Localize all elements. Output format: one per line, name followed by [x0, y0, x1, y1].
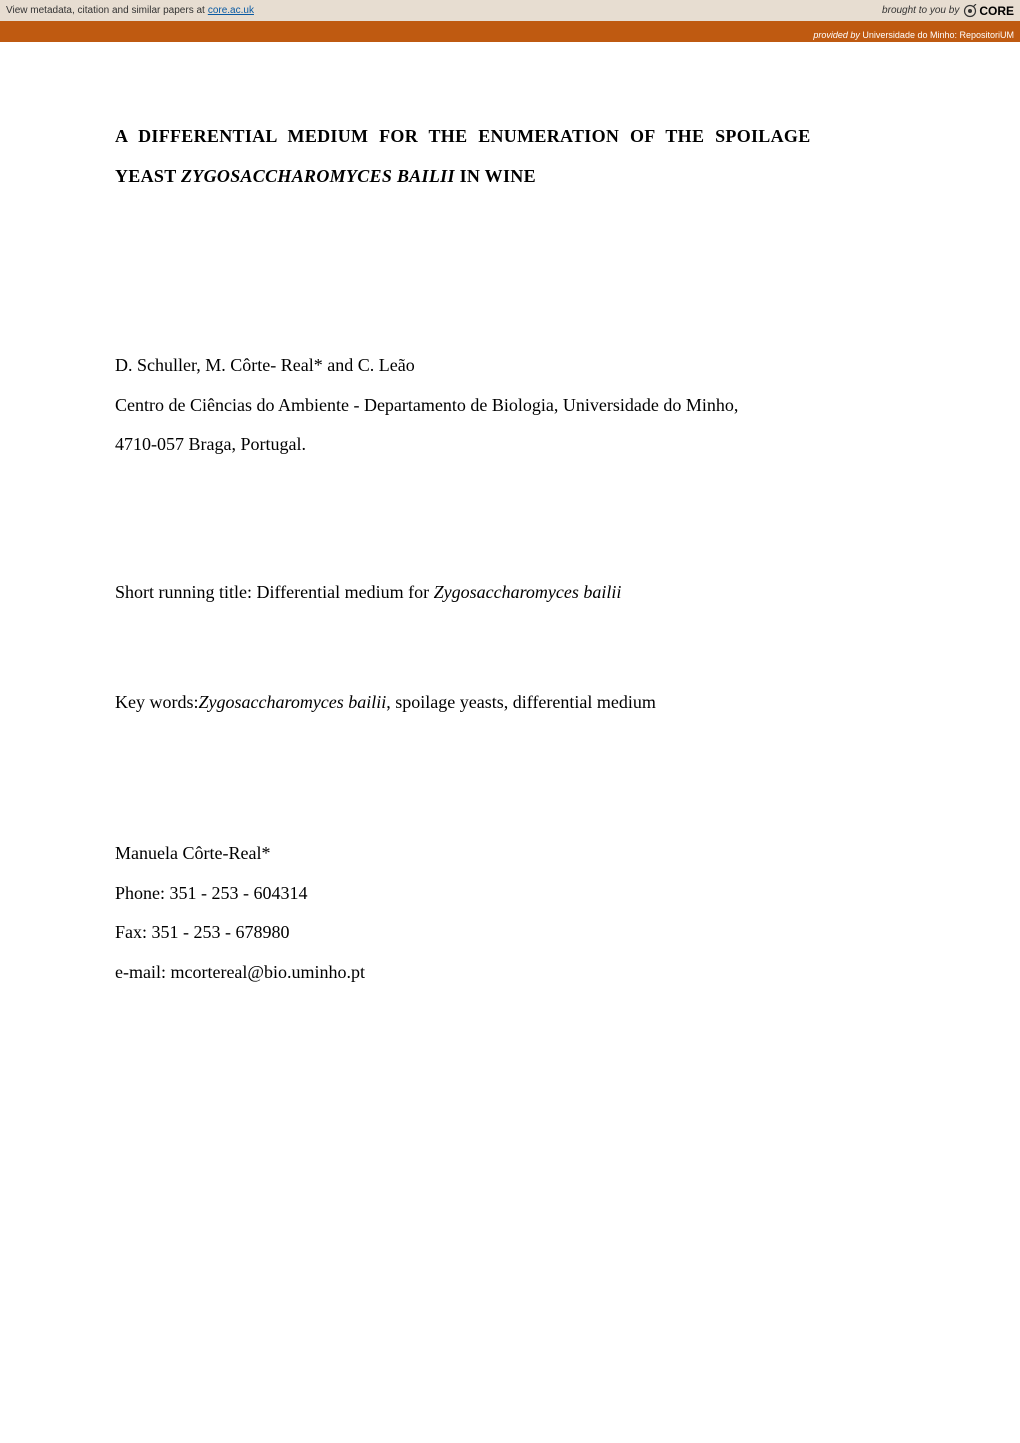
paper-title: A DIFFERENTIAL MEDIUM FOR THE ENUMERATIO…	[115, 117, 905, 196]
banner-left-text: View metadata, citation and similar pape…	[6, 5, 205, 16]
brought-to-you-text: brought to you by	[882, 5, 959, 16]
core-banner: View metadata, citation and similar pape…	[0, 0, 1020, 21]
title-line-2: YEAST ZYGOSACCHAROMYCES BAILII IN WINE	[115, 157, 905, 197]
contact-name: Manuela Côrte-Real*	[115, 834, 905, 874]
keywords-italic: Zygosaccharomyces bailii	[199, 692, 387, 712]
keywords: Key words:Zygosaccharomyces bailii, spoi…	[115, 683, 905, 723]
keywords-label: Key words:	[115, 692, 199, 712]
keywords-rest: , spoilage yeasts, differential medium	[386, 692, 656, 712]
provided-by-bar: provided by Universidade do Minho: Repos…	[0, 29, 1020, 42]
contact-email: e-mail: mcortereal@bio.uminho.pt	[115, 953, 905, 993]
paper-content: A DIFFERENTIAL MEDIUM FOR THE ENUMERATIO…	[0, 42, 1020, 993]
orange-divider	[0, 21, 1020, 29]
core-link[interactable]: core.ac.uk	[208, 5, 254, 16]
title-italic: ZYGOSACCHAROMYCES BAILII	[181, 166, 455, 186]
core-logo[interactable]: CORE	[963, 4, 1014, 18]
title-part2b: IN WINE	[455, 166, 536, 186]
title-part2a: YEAST	[115, 166, 181, 186]
contact-fax: Fax: 351 - 253 - 678980	[115, 913, 905, 953]
contact-block: Manuela Côrte-Real* Phone: 351 - 253 - 6…	[115, 834, 905, 992]
provided-by-prefix: provided by	[813, 30, 860, 40]
running-title-label: Short running title: Differential medium…	[115, 582, 434, 602]
title-line-1: A DIFFERENTIAL MEDIUM FOR THE ENUMERATIO…	[115, 117, 905, 157]
core-icon	[963, 4, 977, 18]
contact-phone: Phone: 351 - 253 - 604314	[115, 874, 905, 914]
core-logo-text: CORE	[979, 4, 1014, 18]
authors: D. Schuller, M. Côrte- Real* and C. Leão	[115, 346, 905, 386]
banner-right: brought to you by CORE	[882, 4, 1014, 18]
running-title-italic: Zygosaccharomyces bailii	[434, 582, 622, 602]
running-title: Short running title: Differential medium…	[115, 573, 905, 613]
banner-left: View metadata, citation and similar pape…	[6, 5, 254, 16]
affiliation-line-2: 4710-057 Braga, Portugal.	[115, 425, 905, 465]
provided-by-source: Universidade do Minho: RepositoriUM	[862, 30, 1014, 40]
affiliation-line-1: Centro de Ciências do Ambiente - Departa…	[115, 386, 905, 426]
